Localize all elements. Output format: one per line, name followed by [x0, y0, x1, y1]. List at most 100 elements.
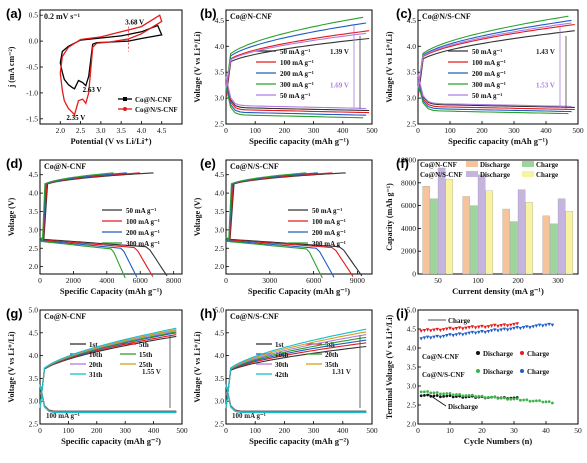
x-tick-label: 0 — [224, 126, 228, 135]
data-point — [473, 331, 478, 335]
legend-label: 20th — [89, 361, 102, 369]
data-point — [425, 335, 430, 339]
charge-curve — [225, 30, 370, 96]
x-tick-label: 100 — [63, 426, 75, 435]
data-point — [489, 324, 494, 328]
y-tick-label: 3.5 — [29, 207, 39, 216]
y-tick-label: 4.5 — [215, 170, 225, 179]
legend-label: 50 mA g⁻¹ — [126, 207, 156, 215]
data-point — [419, 394, 423, 398]
data-point — [521, 326, 526, 330]
x-tick-label: 0 — [416, 426, 420, 435]
legend-swatch — [522, 171, 534, 177]
data-point — [547, 400, 551, 404]
panel-label: (d) — [6, 156, 23, 171]
y-axis-label: Voltage (V vs Li⁺/Li) — [385, 31, 394, 102]
legend-label: Charge — [536, 161, 558, 169]
data-point — [442, 392, 445, 396]
y-axis-label: Voltage (V) — [7, 197, 16, 236]
legend-marker — [123, 97, 127, 101]
legend-label: 100 mA g⁻¹ — [280, 59, 314, 67]
x-axis-label: Specific capacity (mAh g⁻²) — [249, 436, 349, 446]
panel-b: (b) 0 100 200 300 400 500 2.5 3.0 3.5 4.0 4.5 Specif… — [193, 6, 378, 146]
x-axis-label: Specific Capacity (mAh g⁻¹) — [248, 286, 350, 296]
data-point — [438, 335, 443, 339]
data-point — [435, 391, 439, 394]
x-axis-label: Specific Capacity (mAh g⁻¹) — [60, 286, 162, 296]
data-point — [448, 394, 452, 398]
legend-label: 1st — [275, 341, 284, 349]
x-tick-label: 40 — [542, 426, 550, 435]
discharge-curve — [225, 239, 335, 278]
charge-curve — [225, 334, 367, 409]
data-point — [474, 395, 477, 398]
x-tick-label: 200 — [512, 276, 524, 285]
data-point — [441, 328, 446, 332]
legend-label: 100 mA g⁻¹ — [472, 59, 506, 67]
panel-title: Co@N/S-CNF — [230, 162, 279, 171]
y-tick-label: 2.0 — [407, 420, 417, 429]
discharge-curve — [225, 385, 367, 414]
y-tick-label: 4.0 — [407, 344, 417, 353]
x-tick-label: 10 — [446, 426, 454, 435]
legend-label: 50 mA g⁻¹ — [312, 207, 342, 215]
data-point — [490, 395, 493, 399]
data-point — [435, 394, 439, 397]
data-point — [470, 330, 475, 335]
panel-label: (e) — [200, 156, 216, 171]
data-point — [493, 395, 497, 399]
charge-curve — [225, 37, 370, 99]
data-point — [426, 390, 429, 393]
y-tick-label: 4.0 — [29, 351, 39, 360]
y-tick-label: 4.5 — [407, 16, 417, 25]
plot-frame — [225, 9, 373, 125]
legend-label: 200 mA g⁻¹ — [472, 70, 506, 78]
data-point — [439, 395, 442, 399]
legend-marker — [476, 351, 480, 355]
discharge-curve — [225, 78, 370, 112]
data-point — [435, 334, 439, 339]
x-tick-label: 300 — [120, 426, 132, 435]
panel-title: Co@N/S-CNF — [230, 312, 279, 321]
discharge-curve — [39, 383, 177, 413]
panel-label: (a) — [6, 6, 22, 21]
x-tick-label: 0 — [224, 426, 228, 435]
panel-d: (d) 0 2000 4000 6000 8000 2.0 2.5 3.0 3.5 4.0 4.5 Sp… — [6, 156, 183, 296]
y-tick-label: 4.5 — [29, 328, 39, 337]
y-tick-label: 3.0 — [215, 94, 225, 103]
data-point — [470, 325, 475, 329]
x-tick-label: 0 — [38, 276, 42, 285]
x-tick-label: 100 — [250, 126, 262, 135]
charge-curve — [417, 19, 572, 93]
y-tick-label: 3.0 — [29, 397, 39, 406]
data-point — [522, 398, 525, 402]
bar — [550, 223, 558, 275]
legend-label: 15th — [139, 351, 152, 359]
x-tick-label: 6000 — [133, 276, 148, 285]
panel-title: 0.2 mV s⁻¹ — [44, 12, 81, 21]
panel-label: (b) — [200, 6, 217, 21]
plot-frame — [39, 159, 183, 275]
data-point — [454, 327, 459, 331]
data-point — [451, 327, 455, 332]
y-axis-label: Capacity (mAh g⁻¹) — [385, 183, 394, 251]
y-tick-label: 2.0 — [215, 262, 225, 271]
discharge-curve — [225, 80, 370, 114]
y-tick-label: 3.5 — [215, 374, 225, 383]
data-point — [425, 328, 430, 332]
plot-frame — [225, 309, 373, 425]
x-tick-label: 100 — [250, 426, 262, 435]
annotation-label: 100 mA g⁻¹ — [46, 412, 80, 420]
data-point — [525, 325, 529, 329]
legend-label: Co@N/S-CNF — [135, 106, 178, 114]
data-point — [531, 325, 535, 329]
data-point — [455, 393, 458, 396]
legend-label: 50 mA g⁻¹ — [472, 48, 502, 56]
data-point — [429, 336, 433, 340]
data-point — [432, 391, 436, 395]
y-tick-label: 2.5 — [29, 244, 39, 253]
bar — [502, 208, 510, 275]
discharge-curve — [39, 384, 177, 413]
bar — [485, 190, 494, 275]
data-point — [442, 394, 445, 398]
